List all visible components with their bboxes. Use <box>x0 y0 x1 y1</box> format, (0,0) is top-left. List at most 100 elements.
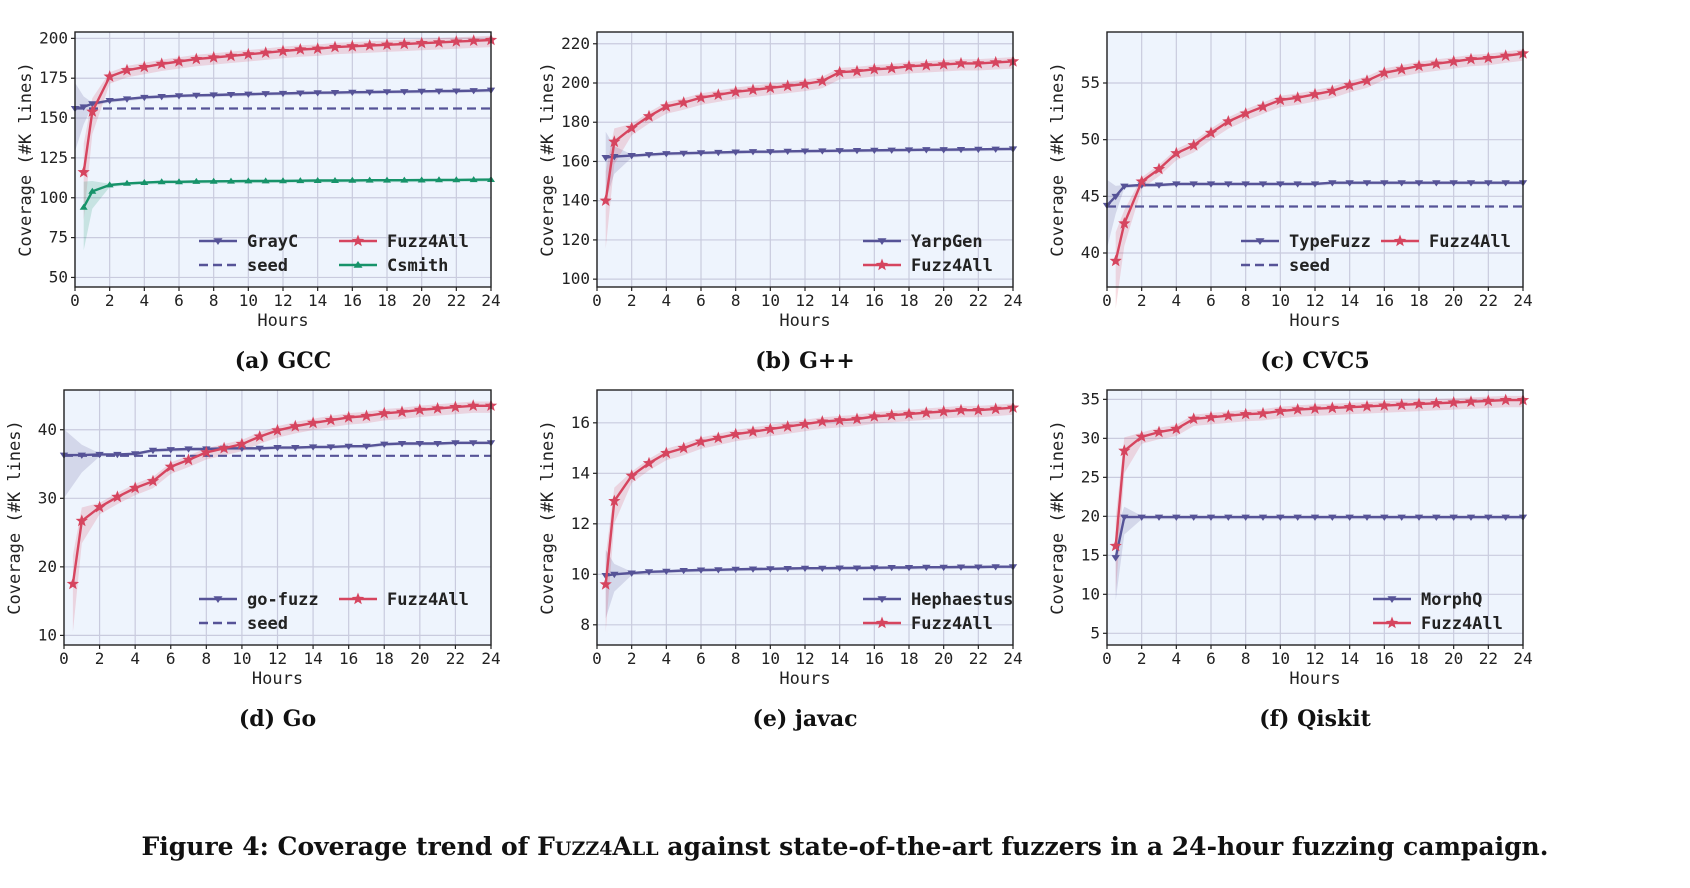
legend-marker <box>351 592 365 605</box>
data-point-hephaestus <box>956 564 966 571</box>
data-point-morphq <box>1206 514 1216 521</box>
data-point-hephaestus <box>696 567 706 574</box>
x-axis-label: Hours <box>779 669 830 689</box>
data-point-fuzz4all <box>1464 395 1478 407</box>
data-point-typefuzz <box>1449 180 1458 187</box>
data-point-hephaestus <box>766 566 775 573</box>
x-tick-label: 22 <box>1479 291 1498 310</box>
x-tick-label: 0 <box>1102 291 1112 310</box>
data-point-fuzz4all <box>294 43 307 55</box>
data-point-fuzz4all <box>1135 430 1148 442</box>
y-axis-label: Coverage (#K lines) <box>538 420 558 614</box>
x-tick-label: 24 <box>1513 291 1532 310</box>
panel-caption: (f) Qiskit <box>1259 706 1371 732</box>
tick-labels: 0 2 4 6 8 10 12 14 16 18 20 22 241001201401601802002… <box>561 34 1023 310</box>
x-tick-label: 0 <box>1102 649 1112 668</box>
data-point-fuzz4all <box>138 60 151 73</box>
y-tick-label: 25 <box>1081 467 1100 486</box>
data-point-go-fuzz <box>113 451 122 459</box>
y-axis-label: Coverage (#K lines) <box>5 420 25 614</box>
data-point-hephaestus <box>818 565 827 573</box>
data-point-go-fuzz <box>130 451 140 458</box>
x-tick-label: 8 <box>731 649 741 668</box>
data-point-fuzz4all <box>235 437 249 450</box>
data-point-fuzz4all <box>66 577 80 590</box>
data-point-fuzz4all <box>1378 66 1391 79</box>
data-point-morphq <box>1120 514 1129 521</box>
x-tick-label: 12 <box>795 291 814 310</box>
data-point-fuzz4all <box>1395 398 1408 411</box>
y-tick-label: 100 <box>561 269 590 288</box>
panel-caption: (e) javac <box>752 706 857 732</box>
data-point-fuzz4all <box>764 422 777 435</box>
x-tick-label: 8 <box>731 291 741 310</box>
x-tick-label: 4 <box>130 649 140 668</box>
legend-marker <box>351 234 365 247</box>
data-point-csmith <box>123 179 131 186</box>
y-tick-label: 14 <box>571 463 590 482</box>
data-point-typefuzz <box>1310 181 1320 188</box>
data-point-fuzz4all <box>1170 146 1183 159</box>
legend-marker <box>1385 616 1399 629</box>
data-point-go-fuzz <box>433 440 442 448</box>
x-axis-label: Hours <box>257 311 308 331</box>
data-point-fuzz4all <box>599 194 612 206</box>
data-point-hephaestus <box>991 564 1000 571</box>
x-tick-label: 14 <box>830 649 849 668</box>
x-tick-label: 12 <box>1305 649 1324 668</box>
legend-marker <box>875 616 889 629</box>
data-point-fuzz4all <box>200 445 213 458</box>
data-point-typefuzz <box>1380 180 1389 187</box>
x-axis-label: Hours <box>1289 311 1340 331</box>
legend-label-csmith: Csmith <box>387 256 448 276</box>
data-point-typefuzz <box>1414 180 1424 187</box>
data-point-hephaestus <box>644 569 654 576</box>
data-point-morphq <box>1484 514 1493 521</box>
x-tick-label: 6 <box>696 649 706 668</box>
x-tick-label: 2 <box>105 291 115 310</box>
data-point-fuzz4all <box>360 409 373 422</box>
data-point-hephaestus <box>714 567 723 574</box>
data-point-csmith <box>175 178 183 185</box>
legend-marker <box>213 238 223 246</box>
data-point-go-fuzz <box>469 440 478 447</box>
data-point-fuzz4all <box>1482 51 1495 64</box>
data-point-csmith <box>452 176 461 183</box>
data-point-yarpgen <box>922 147 931 154</box>
x-tick-label: 12 <box>273 291 292 310</box>
data-point-grayc <box>452 88 461 95</box>
data-point-fuzz4all <box>694 91 708 103</box>
data-point-go-fuzz <box>362 443 371 450</box>
data-point-typefuzz <box>1484 180 1493 187</box>
y-tick-label: 100 <box>39 188 68 207</box>
data-point-csmith <box>79 203 88 210</box>
x-tick-label: 16 <box>343 291 362 310</box>
data-point-yarpgen <box>800 148 810 155</box>
legend-marker <box>1255 238 1265 246</box>
data-point-fuzz4all <box>415 36 428 49</box>
data-point-fuzz4all <box>1412 397 1426 410</box>
data-point-fuzz4all <box>764 81 777 94</box>
data-point-grayc <box>330 90 340 97</box>
y-tick-label: 140 <box>561 191 590 210</box>
data-point-fuzz4all <box>868 410 881 422</box>
x-tick-label: 8 <box>1241 649 1251 668</box>
data-point-fuzz4all <box>1360 74 1374 86</box>
x-tick-label: 18 <box>375 649 394 668</box>
data-point-typefuzz <box>1397 180 1406 187</box>
legend: TypeFuzz seed Fuzz4All <box>1241 232 1511 276</box>
data-point-grayc <box>157 94 166 101</box>
y-tick-label: 15 <box>1081 545 1100 564</box>
data-point-fuzz4all <box>798 417 812 430</box>
data-point-fuzz4all <box>850 412 864 425</box>
x-tick-label: 10 <box>1271 291 1290 310</box>
data-point-morphq <box>1111 555 1120 562</box>
legend: Hephaestus Fuzz4All <box>863 590 1013 634</box>
data-point-fuzz4all <box>781 420 794 432</box>
data-point-fuzz4all <box>93 500 106 513</box>
x-tick-label: 8 <box>1241 291 1251 310</box>
data-point-fuzz4all <box>311 42 324 54</box>
data-point-csmith <box>348 176 357 183</box>
